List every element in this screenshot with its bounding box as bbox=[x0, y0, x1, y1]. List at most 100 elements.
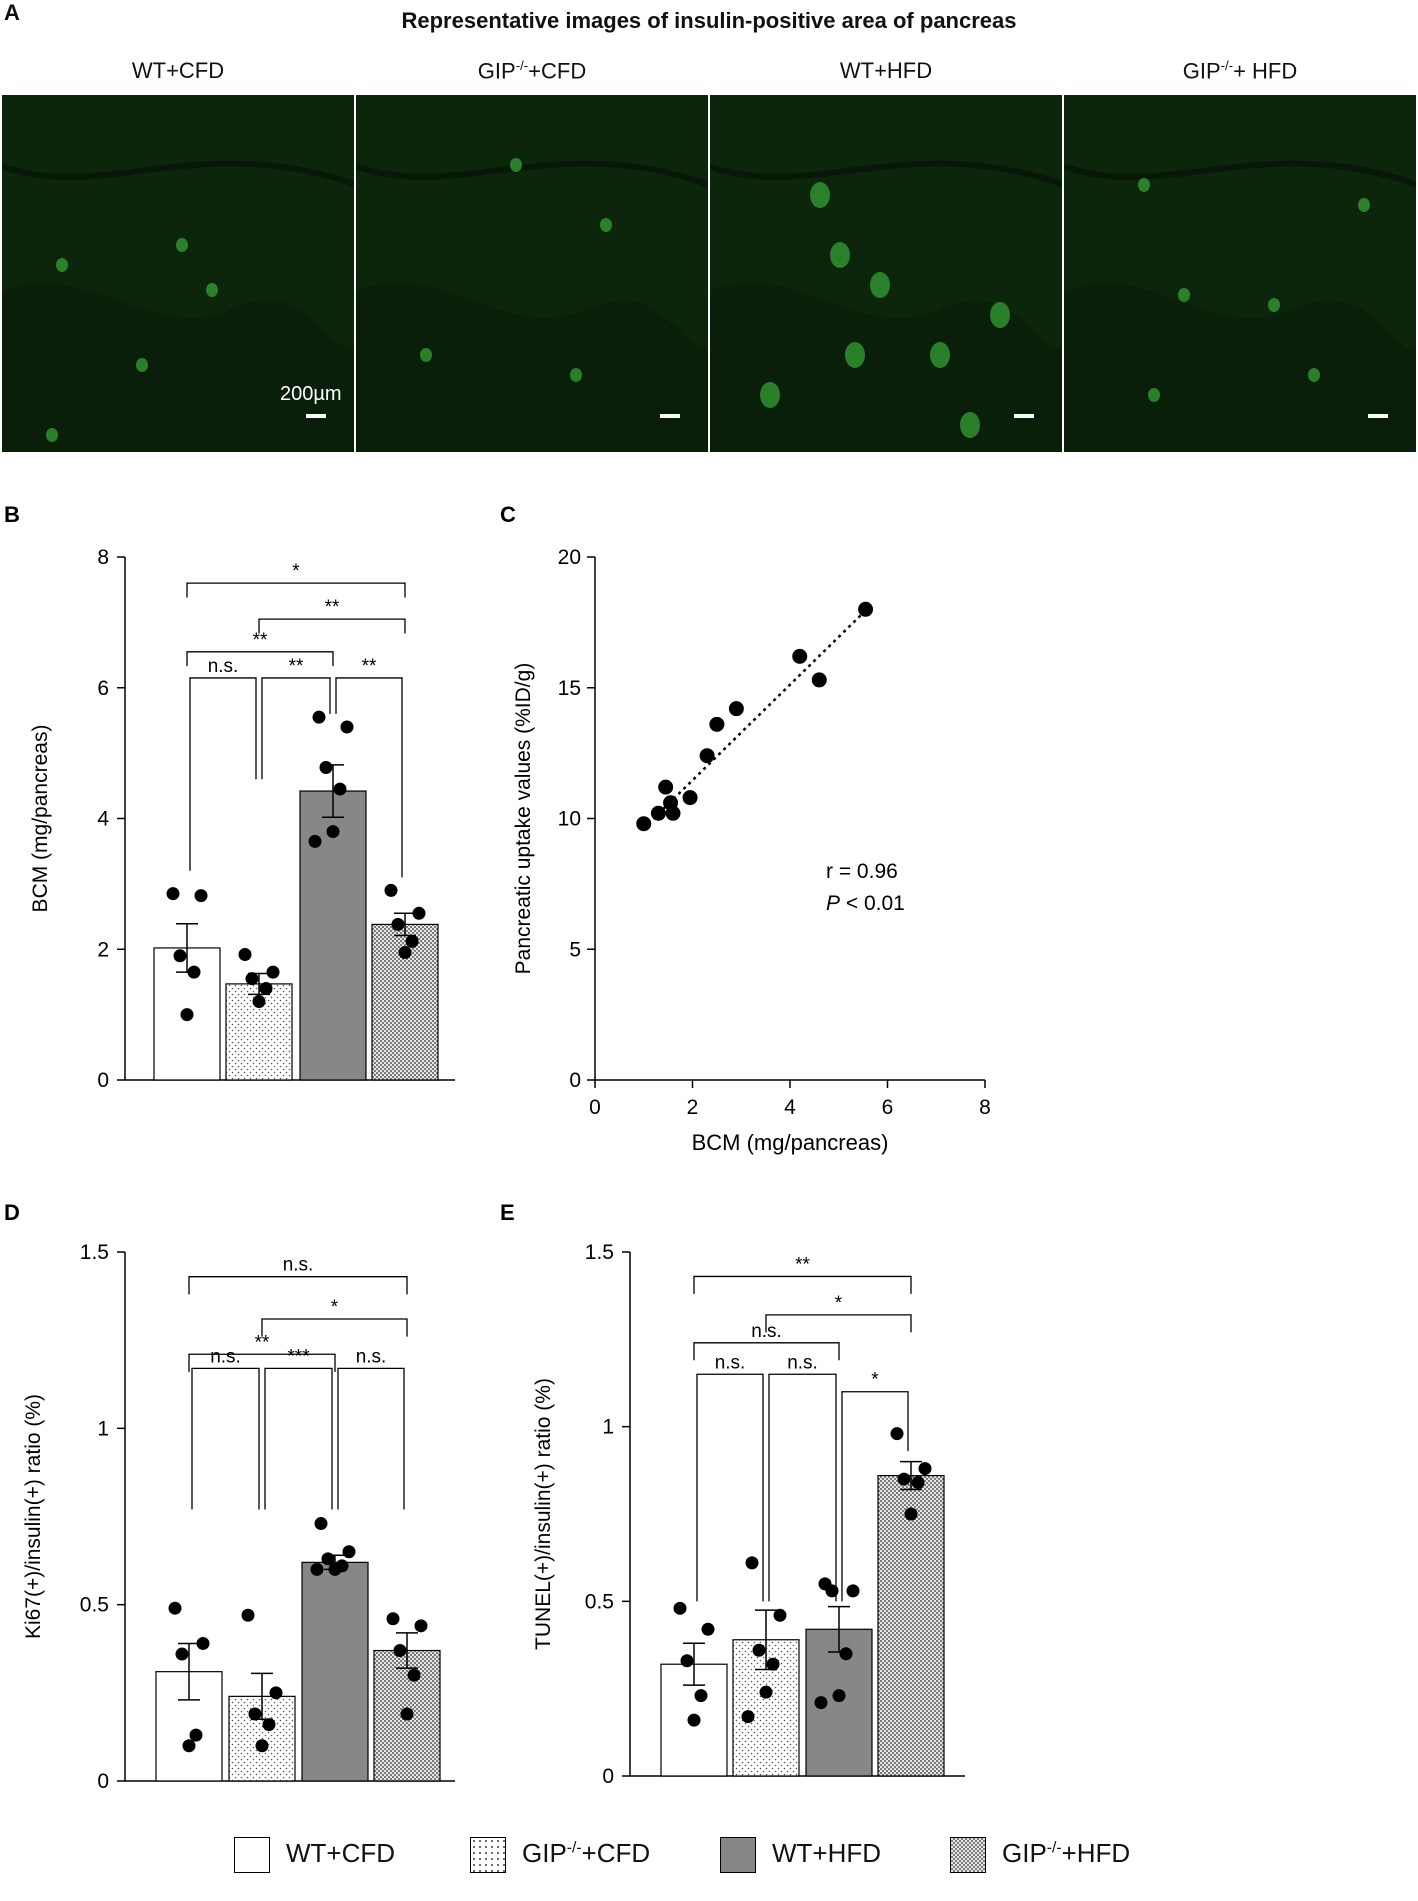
significance-label: n.s. bbox=[751, 1321, 782, 1342]
data-point bbox=[168, 1601, 182, 1615]
y-tick-label: 1.5 bbox=[80, 1241, 109, 1264]
x-tick-label: 8 bbox=[979, 1096, 991, 1119]
tissue-region bbox=[356, 282, 708, 452]
data-point bbox=[846, 1584, 860, 1598]
label-base: GIP bbox=[1182, 58, 1221, 84]
data-point bbox=[792, 648, 808, 664]
data-point bbox=[187, 965, 201, 979]
data-point bbox=[321, 1552, 335, 1566]
data-point bbox=[384, 883, 398, 897]
label-base: WT+HFD bbox=[839, 58, 933, 83]
y-tick-label: 0 bbox=[97, 1069, 109, 1092]
significance-label: n.s. bbox=[210, 1346, 241, 1367]
islet-spot bbox=[1178, 288, 1190, 302]
label-rest: +CFD bbox=[528, 58, 587, 84]
y-tick-label: 0.5 bbox=[80, 1594, 109, 1617]
data-point bbox=[245, 972, 259, 986]
significance-label: ** bbox=[362, 656, 377, 677]
significance-bracket bbox=[191, 1367, 260, 1510]
tissue-fold bbox=[2, 160, 354, 188]
scale-bar bbox=[660, 414, 680, 418]
panel-a-letter: A bbox=[4, 0, 20, 25]
micrograph-svg bbox=[356, 95, 708, 452]
label-base: GIP bbox=[1002, 1838, 1047, 1868]
data-point bbox=[393, 1644, 407, 1658]
islet-spot bbox=[870, 272, 890, 298]
annotation-r: r = 0.96 bbox=[826, 860, 898, 883]
data-point bbox=[759, 1685, 773, 1699]
data-point bbox=[811, 672, 827, 688]
data-point bbox=[248, 1707, 262, 1721]
significance-bracket bbox=[337, 1367, 405, 1510]
chart-c: C 0 5 10 15 20 0 2 4 6 8 BCM (mg/pancreas) Pancreati… bbox=[500, 502, 991, 1155]
significance-bracket bbox=[335, 677, 403, 878]
panel-letter: B bbox=[4, 502, 20, 527]
data-point bbox=[312, 710, 326, 724]
y-tick-label: 0.5 bbox=[585, 1590, 614, 1613]
data-point bbox=[400, 1707, 414, 1721]
panel-letter: E bbox=[500, 1200, 515, 1225]
islet-spot bbox=[1358, 198, 1370, 212]
tissue-fold bbox=[1064, 160, 1416, 188]
data-point bbox=[262, 1718, 276, 1732]
data-point bbox=[650, 805, 666, 821]
label-rest: +CFD bbox=[581, 1838, 651, 1868]
x-axis-label: BCM (mg/pancreas) bbox=[692, 1130, 889, 1155]
data-point bbox=[890, 1427, 904, 1441]
legend-swatch bbox=[470, 1837, 506, 1873]
legend-label: GIP-/-+HFD bbox=[1002, 1838, 1130, 1869]
islet-spot bbox=[1308, 368, 1320, 382]
y-tick-label: 6 bbox=[97, 677, 109, 700]
islet-spot bbox=[930, 342, 950, 368]
islet-spot bbox=[1138, 178, 1150, 192]
label-rest: +HFD bbox=[1061, 1838, 1131, 1868]
y-axis-label: BCM (mg/pancreas) bbox=[29, 725, 52, 913]
significance-label: ** bbox=[255, 1332, 270, 1353]
data-point bbox=[241, 1608, 255, 1622]
scale-bar bbox=[1368, 414, 1388, 418]
micrograph-label: GIP-/-+CFD bbox=[356, 58, 708, 84]
legend-label: WT+HFD bbox=[772, 1838, 881, 1869]
significance-label: n.s. bbox=[356, 1346, 387, 1367]
data-point bbox=[911, 1476, 925, 1490]
data-point bbox=[407, 1668, 421, 1682]
legend-label: GIP-/-+CFD bbox=[522, 1838, 650, 1869]
panel-letter: C bbox=[500, 502, 516, 527]
y-tick-label: 5 bbox=[569, 938, 581, 961]
data-point bbox=[175, 1647, 189, 1661]
islet-spot bbox=[176, 238, 188, 252]
data-point bbox=[658, 779, 674, 795]
label-base: GIP bbox=[477, 58, 516, 84]
data-point bbox=[255, 1739, 269, 1753]
significance-label: ** bbox=[795, 1254, 810, 1275]
y-axis-label: Ki67(+)/insulin(+) ratio (%) bbox=[22, 1394, 45, 1639]
data-point bbox=[832, 1689, 846, 1703]
label-superscript: -/- bbox=[515, 58, 529, 73]
x-tick-label: 6 bbox=[882, 1096, 894, 1119]
bar bbox=[301, 1561, 369, 1782]
islet-spot bbox=[760, 382, 780, 408]
data-point bbox=[814, 1696, 828, 1710]
micrograph-image bbox=[710, 95, 1062, 452]
y-tick-label: 1.5 bbox=[585, 1241, 614, 1264]
data-point bbox=[665, 805, 681, 821]
tissue-region bbox=[710, 282, 1062, 452]
bar bbox=[877, 1474, 945, 1777]
label-base: WT+CFD bbox=[286, 1838, 396, 1868]
significance-label: * bbox=[331, 1297, 339, 1318]
significance-bracket bbox=[186, 582, 406, 598]
micrograph-label: WT+CFD bbox=[2, 58, 354, 84]
label-rest: + HFD bbox=[1233, 58, 1298, 84]
x-tick-label: 4 bbox=[784, 1096, 796, 1119]
data-point bbox=[773, 1608, 787, 1622]
significance-bracket bbox=[261, 677, 331, 780]
data-point bbox=[682, 790, 698, 806]
annotation-p-rest: < 0.01 bbox=[840, 892, 905, 915]
islet-spot bbox=[420, 348, 432, 362]
islet-spot bbox=[136, 358, 148, 372]
micrograph-svg bbox=[2, 95, 354, 452]
data-point bbox=[904, 1507, 918, 1521]
islet-spot bbox=[830, 242, 850, 268]
